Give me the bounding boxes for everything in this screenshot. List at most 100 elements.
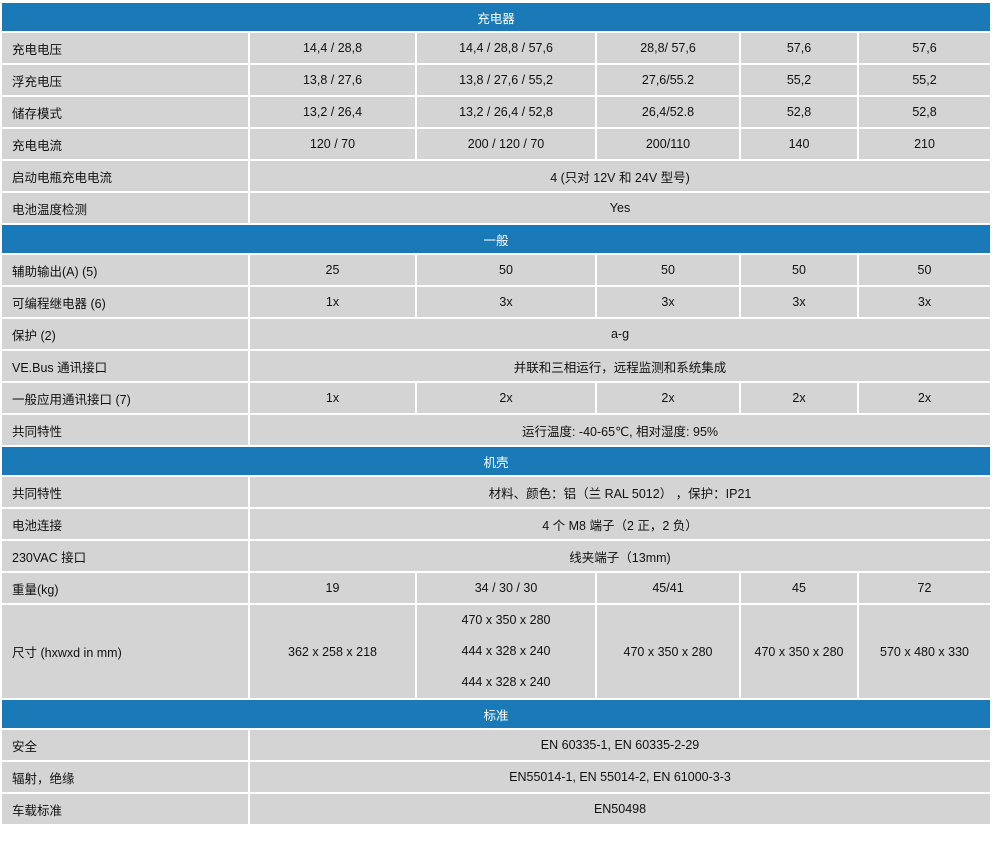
table-row: 充电电压 14,4 / 28,8 14,4 / 28,8 / 57,6 28,8/ 5… — [2, 33, 990, 63]
row-label: 储存模式 — [2, 97, 248, 127]
row-cell: 1x — [250, 287, 415, 317]
section-header: 一般 — [2, 225, 990, 253]
row-label: 230VAC 接口 — [2, 541, 248, 571]
section-header: 充电器 — [2, 3, 990, 31]
table-row: 保护 (2) a-g — [2, 319, 990, 349]
row-cell: 200/110 — [597, 129, 739, 159]
section-title: 标准 — [2, 700, 990, 728]
dimension-line: 444 x 328 x 240 — [461, 675, 551, 689]
row-cell: 3x — [741, 287, 857, 317]
row-label: 重量(kg) — [2, 573, 248, 603]
dimension-line: 470 x 350 x 280 — [461, 613, 551, 627]
dimension-line: 444 x 328 x 240 — [461, 644, 551, 658]
row-label: 启动电瓶充电电流 — [2, 161, 248, 191]
row-cell: 210 — [859, 129, 990, 159]
section-title: 充电器 — [2, 3, 990, 31]
table-row: 安全 EN 60335-1, EN 60335-2-29 — [2, 730, 990, 760]
table-row: 启动电瓶充电电流 4 (只对 12V 和 24V 型号) — [2, 161, 990, 191]
table-row-dimensions: 尺寸 (hxwxd in mm) 362 x 258 x 218 470 x 350… — [2, 605, 990, 698]
row-cell: 27,6/55.2 — [597, 65, 739, 95]
row-value: 运行温度: -40-65℃, 相对湿度: 95% — [250, 415, 990, 445]
table-row: 辅助输出(A) (5) 25 50 50 50 50 — [2, 255, 990, 285]
row-cell: 45/41 — [597, 573, 739, 603]
section-header: 标准 — [2, 700, 990, 728]
row-cell: 57,6 — [859, 33, 990, 63]
row-cell: 2x — [859, 383, 990, 413]
row-value: EN50498 — [250, 794, 990, 824]
row-cell: 14,4 / 28,8 / 57,6 — [417, 33, 595, 63]
row-cell: 55,2 — [859, 65, 990, 95]
table-row: 浮充电压 13,8 / 27,6 13,8 / 27,6 / 55,2 27,6/55… — [2, 65, 990, 95]
row-label: 充电电流 — [2, 129, 248, 159]
row-cell: 72 — [859, 573, 990, 603]
table-row: 230VAC 接口 线夹端子（13mm) — [2, 541, 990, 571]
row-cell: 52,8 — [859, 97, 990, 127]
row-value: EN 60335-1, EN 60335-2-29 — [250, 730, 990, 760]
row-cell: 50 — [417, 255, 595, 285]
row-cell: 362 x 258 x 218 — [250, 605, 415, 698]
table-row: 一般应用通讯接口 (7) 1x 2x 2x 2x 2x — [2, 383, 990, 413]
row-label: 尺寸 (hxwxd in mm) — [2, 605, 248, 698]
row-cell: 2x — [741, 383, 857, 413]
row-cell: 570 x 480 x 330 — [859, 605, 990, 698]
section-title: 机壳 — [2, 447, 990, 475]
section-title: 一般 — [2, 225, 990, 253]
row-label: VE.Bus 通讯接口 — [2, 351, 248, 381]
row-cell: 13,8 / 27,6 — [250, 65, 415, 95]
row-cell: 470 x 350 x 280 — [597, 605, 739, 698]
row-value: 并联和三相运行，远程监测和系统集成 — [250, 351, 990, 381]
row-label: 一般应用通讯接口 (7) — [2, 383, 248, 413]
row-cell: 2x — [417, 383, 595, 413]
table-row: 重量(kg) 19 34 / 30 / 30 45/41 45 72 — [2, 573, 990, 603]
row-cell: 120 / 70 — [250, 129, 415, 159]
row-value: 材料、颜色：铝（兰 RAL 5012） ，保护：IP21 — [250, 477, 990, 507]
table-row: 储存模式 13,2 / 26,4 13,2 / 26,4 / 52,8 26,4/52… — [2, 97, 990, 127]
table-row: 共同特性 运行温度: -40-65℃, 相对湿度: 95% — [2, 415, 990, 445]
row-value: a-g — [250, 319, 990, 349]
row-cell: 3x — [597, 287, 739, 317]
row-value: Yes — [250, 193, 990, 223]
row-cell: 28,8/ 57,6 — [597, 33, 739, 63]
row-label: 共同特性 — [2, 415, 248, 445]
section-header: 机壳 — [2, 447, 990, 475]
table-row: 电池连接 4 个 M8 端子（2 正，2 负） — [2, 509, 990, 539]
row-value: EN55014-1, EN 55014-2, EN 61000-3-3 — [250, 762, 990, 792]
row-cell: 55,2 — [741, 65, 857, 95]
row-cell: 52,8 — [741, 97, 857, 127]
row-label: 辅助输出(A) (5) — [2, 255, 248, 285]
table-row: 电池温度检测 Yes — [2, 193, 990, 223]
row-cell: 13,8 / 27,6 / 55,2 — [417, 65, 595, 95]
table-row: VE.Bus 通讯接口 并联和三相运行，远程监测和系统集成 — [2, 351, 990, 381]
row-label: 共同特性 — [2, 477, 248, 507]
row-label: 充电电压 — [2, 33, 248, 63]
row-cell: 3x — [859, 287, 990, 317]
row-label: 保护 (2) — [2, 319, 248, 349]
row-cell: 50 — [859, 255, 990, 285]
row-cell: 2x — [597, 383, 739, 413]
row-cell: 50 — [741, 255, 857, 285]
row-label: 可编程继电器 (6) — [2, 287, 248, 317]
row-cell: 3x — [417, 287, 595, 317]
row-cell: 50 — [597, 255, 739, 285]
row-cell: 45 — [741, 573, 857, 603]
row-value: 线夹端子（13mm) — [250, 541, 990, 571]
row-value: 4 (只对 12V 和 24V 型号) — [250, 161, 990, 191]
table-row: 共同特性 材料、颜色：铝（兰 RAL 5012） ，保护：IP21 — [2, 477, 990, 507]
row-cell: 200 / 120 / 70 — [417, 129, 595, 159]
row-label: 电池温度检测 — [2, 193, 248, 223]
row-label: 电池连接 — [2, 509, 248, 539]
row-cell: 470 x 350 x 280 — [741, 605, 857, 698]
row-cell: 26,4/52.8 — [597, 97, 739, 127]
table-row: 充电电流 120 / 70 200 / 120 / 70 200/110 140 210 — [2, 129, 990, 159]
row-cell: 19 — [250, 573, 415, 603]
row-cell: 140 — [741, 129, 857, 159]
row-cell: 1x — [250, 383, 415, 413]
row-cell: 34 / 30 / 30 — [417, 573, 595, 603]
row-value: 4 个 M8 端子（2 正，2 负） — [250, 509, 990, 539]
row-label: 车载标准 — [2, 794, 248, 824]
row-label: 安全 — [2, 730, 248, 760]
table-row: 车载标准 EN50498 — [2, 794, 990, 824]
row-label: 浮充电压 — [2, 65, 248, 95]
table-row: 可编程继电器 (6) 1x 3x 3x 3x 3x — [2, 287, 990, 317]
spec-table: 充电器 充电电压 14,4 / 28,8 14,4 / 28,8 / 57,6 28,8… — [0, 1, 992, 826]
